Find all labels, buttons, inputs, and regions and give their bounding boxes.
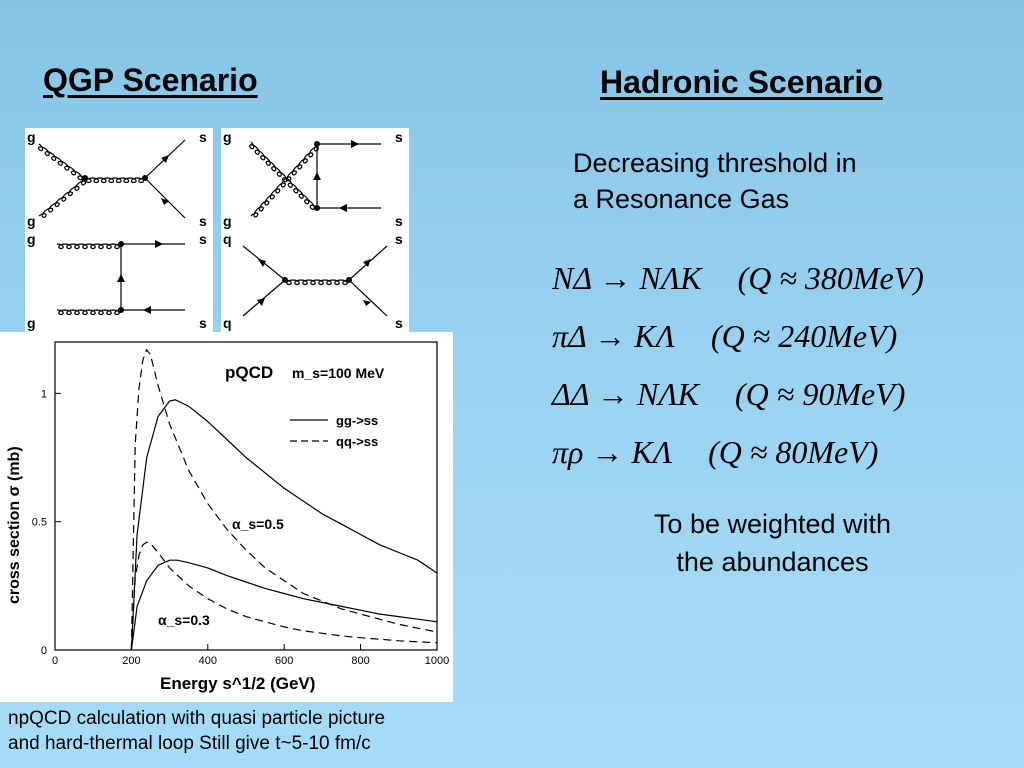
y-axis-label: cross section σ (mb) (6, 446, 23, 604)
threshold-text: Decreasing threshold in a Resonance Gas (573, 145, 993, 217)
reaction-q-value: (Q ≈ 80MeV) (708, 434, 879, 470)
diagram-label: s (395, 129, 403, 145)
reaction-row: ΔΔ → NΛK (Q ≈ 90MeV) (552, 376, 905, 413)
feynman-diagram-qq-annihilation: q s q s (221, 230, 409, 332)
annotation-alpha-05: α_s=0.5 (232, 516, 284, 532)
diagram-label: g (223, 129, 232, 145)
diagram-label: s (199, 213, 207, 229)
series-line-qq-alpha-05 (130, 348, 438, 651)
series-line-gg-alpha-03 (130, 559, 438, 651)
footnote-line: and hard-thermal loop Still give t~5-10 … (8, 733, 371, 754)
plot-frame (54, 341, 438, 651)
qgp-title: QGP Scenario (43, 62, 258, 98)
reaction-q-value: (Q ≈ 90MeV) (735, 376, 906, 412)
footnote-line: npQCD calculation with quasi particle pi… (8, 708, 386, 729)
weighted-line: To be weighted with (653, 509, 892, 539)
x-tick-label: 400 (199, 655, 217, 667)
y-tick-label: 1 (41, 388, 47, 400)
diagram-label: s (199, 129, 207, 145)
weighted-line: the abundances (676, 547, 869, 577)
reaction-q-value: (Q ≈ 240MeV) (710, 318, 898, 354)
diagram-label: g (27, 315, 36, 331)
threshold-line: Decreasing threshold in (573, 148, 857, 178)
reaction-lhs: πρ → KΛ (552, 434, 673, 470)
reaction-row: NΔ → NΛK (Q ≈ 380MeV) (552, 260, 924, 297)
reaction-lhs: πΔ → KΛ (552, 318, 675, 354)
hadronic-title: Hadronic Scenario (600, 64, 883, 100)
reaction-lhs: ΔΔ → NΛK (552, 376, 699, 412)
diagram-label: g (27, 231, 36, 247)
chart-subtitle: m_s=100 MeV (292, 365, 385, 381)
diagram-label: s (199, 231, 207, 247)
diagram-label: s (395, 231, 403, 247)
diagram-label: q (223, 231, 232, 247)
diagram-label: q (223, 315, 232, 331)
reaction-lhs: NΔ → NΛK (552, 260, 702, 296)
feynman-diagram-gg-exchange: g s g s (25, 230, 213, 332)
diagram-label: s (199, 315, 207, 331)
series-line-qq-alpha-03 (130, 541, 438, 651)
diagram-label: g (27, 129, 36, 145)
annotation-alpha-03: α_s=0.3 (158, 612, 210, 628)
y-tick-label: 0.5 (32, 517, 47, 529)
diagram-label: s (395, 213, 403, 229)
cross-section-chart: 0 200 400 600 800 1000 0 0.5 1 pQCD m_s=100 MeV … (0, 332, 453, 702)
legend-entry-qq: qq->ss (336, 434, 378, 449)
feynman-diagram-gg-t-channel: g s g s (221, 128, 409, 230)
x-axis-label: Energy s^1/2 (GeV) (160, 674, 315, 693)
reaction-row: πΔ → KΛ (Q ≈ 240MeV) (552, 318, 897, 355)
x-tick-label: 1000 (425, 655, 449, 667)
feynman-diagram-gg-s-channel: g s g s (25, 128, 213, 230)
footnote: npQCD calculation with quasi particle pi… (8, 706, 528, 756)
series-line-gg-alpha-05 (130, 399, 438, 651)
x-tick-label: 200 (122, 655, 140, 667)
chart-title: pQCD (225, 363, 273, 382)
diagram-label: s (395, 315, 403, 331)
x-tick-label: 0 (52, 655, 58, 667)
x-tick-label: 800 (351, 655, 369, 667)
diagram-label: g (27, 213, 36, 229)
x-tick-label: 600 (275, 655, 293, 667)
reaction-row: πρ → KΛ (Q ≈ 80MeV) (552, 434, 878, 471)
diagram-label: g (223, 213, 232, 229)
threshold-line: a Resonance Gas (573, 184, 790, 214)
weighted-text: To be weighted with the abundances (600, 505, 945, 581)
legend-entry-gg: gg->ss (336, 413, 378, 428)
y-tick-label: 0 (41, 645, 47, 657)
reaction-q-value: (Q ≈ 380MeV) (737, 260, 924, 296)
